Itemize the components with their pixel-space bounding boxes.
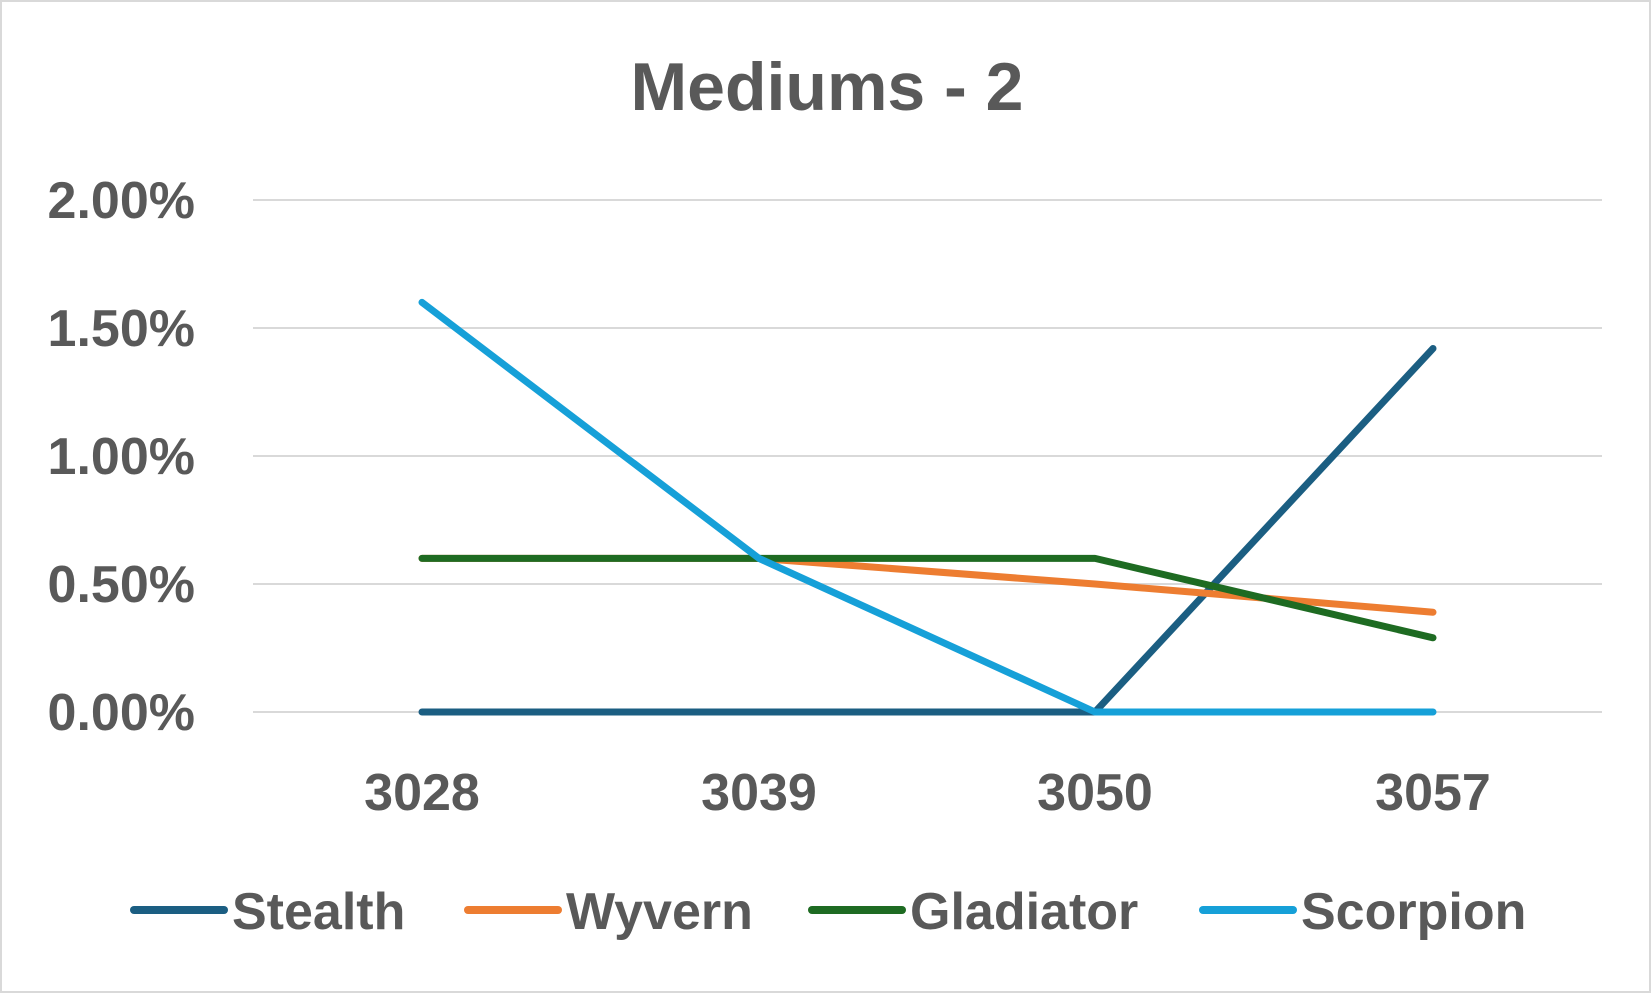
legend-label: Gladiator <box>910 883 1138 941</box>
y-tick-label: 1.50% <box>48 300 195 358</box>
legend-item-stealth: Stealth <box>130 883 405 941</box>
legend-item-wyvern: Wyvern <box>464 883 753 941</box>
x-tick-label: 3057 <box>1375 764 1491 822</box>
chart-title: Mediums - 2 <box>631 49 1024 125</box>
y-axis-tick-labels: 0.00% 0.50% 1.00% 1.50% 2.00% <box>48 172 195 742</box>
x-tick-label: 3028 <box>364 764 480 822</box>
series-line-gladiator <box>418 554 1437 642</box>
y-tick-label: 2.00% <box>48 172 195 230</box>
legend-label: Wyvern <box>566 883 753 941</box>
y-tick-label: 1.00% <box>48 428 195 486</box>
x-axis-tick-labels: 3028 3039 3050 3057 <box>364 764 1491 822</box>
y-tick-label: 0.00% <box>48 684 195 742</box>
series-line-scorpion <box>418 298 1437 716</box>
y-tick-label: 0.50% <box>48 556 195 614</box>
legend: Stealth Wyvern Gladiator Scorpion <box>130 883 1526 941</box>
legend-label: Scorpion <box>1301 883 1526 941</box>
legend-item-gladiator: Gladiator <box>808 883 1138 941</box>
x-tick-label: 3050 <box>1037 764 1153 822</box>
series-lines <box>418 298 1437 716</box>
x-tick-label: 3039 <box>701 764 817 822</box>
series-line-stealth <box>418 345 1437 716</box>
legend-label: Stealth <box>232 883 405 941</box>
legend-item-scorpion: Scorpion <box>1199 883 1526 941</box>
